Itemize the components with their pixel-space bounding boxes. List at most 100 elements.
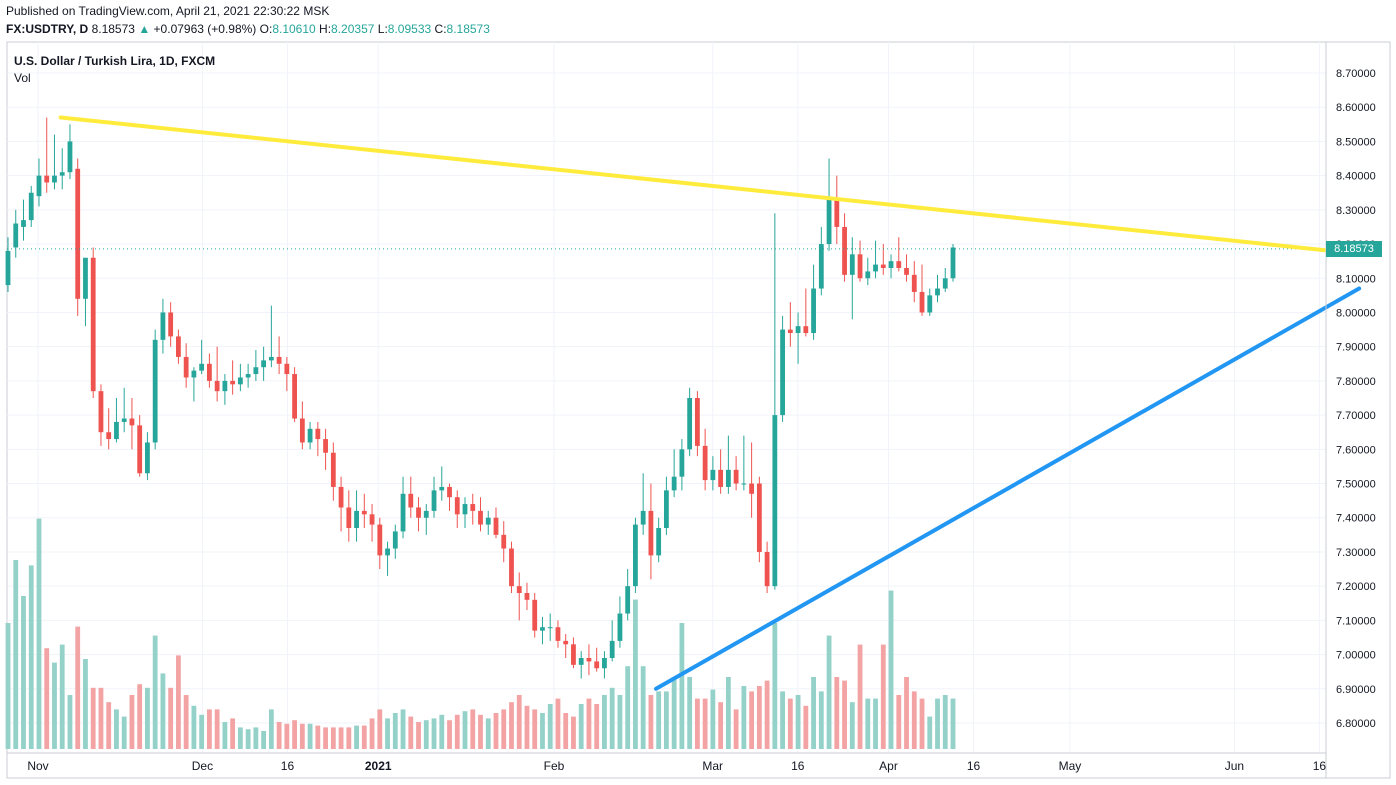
candle-body[interactable] [927, 295, 933, 313]
candle-body[interactable] [44, 175, 50, 183]
candle-body[interactable] [447, 486, 452, 498]
candle-body[interactable] [857, 254, 863, 279]
candle-body[interactable] [880, 264, 886, 268]
candle-body[interactable] [59, 172, 65, 176]
candle-body[interactable] [307, 428, 313, 443]
candle-body[interactable] [904, 268, 909, 275]
candle-body[interactable] [834, 199, 840, 227]
candle-body[interactable] [199, 363, 205, 371]
candle-body[interactable] [90, 257, 96, 392]
candle-body[interactable] [826, 199, 832, 245]
candle-body[interactable] [439, 486, 445, 491]
candle-body[interactable] [547, 627, 553, 629]
candle-body[interactable] [710, 469, 716, 481]
candle-body[interactable] [687, 398, 693, 450]
candle-body[interactable] [346, 507, 352, 528]
candle-body[interactable] [261, 360, 267, 368]
candle-body[interactable] [454, 497, 460, 515]
candle-body[interactable] [292, 374, 297, 419]
candle-body[interactable] [571, 644, 576, 665]
candle-body[interactable] [330, 452, 336, 487]
candle-body[interactable] [493, 517, 499, 535]
candle-body[interactable] [818, 244, 824, 289]
candle-body[interactable] [919, 291, 925, 313]
candle-body[interactable] [617, 613, 623, 641]
candle-body[interactable] [299, 418, 305, 443]
candle-body[interactable] [377, 524, 383, 556]
candle-body[interactable] [741, 483, 747, 485]
candle-body[interactable] [849, 254, 855, 275]
candle-body[interactable] [555, 627, 561, 641]
candle-body[interactable] [524, 593, 530, 600]
candle-body[interactable] [423, 510, 429, 518]
candle-body[interactable] [516, 586, 522, 593]
candle-body[interactable] [237, 377, 243, 385]
candle-body[interactable] [431, 490, 437, 511]
candle-body[interactable] [222, 380, 228, 392]
candle-body[interactable] [609, 640, 615, 658]
candle-body[interactable] [733, 469, 739, 484]
candle-body[interactable] [13, 223, 19, 248]
candle-body[interactable] [315, 428, 321, 440]
candle-body[interactable] [911, 274, 917, 292]
candle-body[interactable] [811, 288, 816, 333]
candle-body[interactable] [501, 534, 507, 549]
candle-body[interactable] [369, 514, 375, 525]
candle-body[interactable] [462, 504, 468, 515]
candle-body[interactable] [470, 504, 476, 511]
candle-body[interactable] [640, 510, 646, 525]
candle-body[interactable] [230, 380, 236, 385]
candle-body[interactable] [671, 476, 677, 491]
candle-body[interactable] [75, 168, 81, 299]
resistance-trendline[interactable] [58, 115, 1333, 253]
candle-body[interactable] [416, 507, 421, 518]
candle-body[interactable] [602, 658, 607, 669]
candle-body[interactable] [52, 175, 57, 183]
candle-body[interactable] [36, 175, 42, 197]
candle-body[interactable] [160, 312, 166, 340]
candle-body[interactable] [865, 271, 871, 279]
candle-body[interactable] [478, 510, 483, 525]
candle-body[interactable] [245, 374, 251, 378]
candle-body[interactable] [67, 141, 73, 173]
candle-body[interactable] [725, 469, 731, 487]
candle-body[interactable] [83, 257, 88, 299]
candle-body[interactable] [392, 531, 398, 549]
candle-body[interactable] [214, 380, 220, 392]
candle-body[interactable] [284, 363, 290, 375]
candle-body[interactable] [121, 418, 127, 422]
candlesticks[interactable] [5, 117, 956, 679]
candle-body[interactable] [361, 510, 367, 515]
candle-body[interactable] [787, 329, 793, 333]
candle-body[interactable] [485, 517, 491, 525]
candle-body[interactable] [98, 391, 104, 433]
candle-body[interactable] [206, 363, 212, 381]
candle-body[interactable] [664, 490, 669, 528]
candle-body[interactable] [509, 548, 514, 587]
candle-body[interactable] [176, 336, 181, 357]
candle-body[interactable] [268, 356, 274, 361]
candle-body[interactable] [694, 398, 700, 446]
candle-body[interactable] [594, 661, 600, 669]
candle-body[interactable] [679, 449, 685, 477]
candle-body[interactable] [129, 418, 135, 426]
candle-body[interactable] [408, 493, 414, 508]
candle-body[interactable] [718, 469, 724, 487]
candle-body[interactable] [114, 421, 119, 440]
candle-body[interactable] [338, 486, 344, 508]
candle-body[interactable] [656, 528, 662, 556]
candle-body[interactable] [942, 278, 948, 289]
candle-body[interactable] [323, 439, 328, 453]
candle-body[interactable] [21, 220, 26, 227]
candle-body[interactable] [803, 326, 809, 333]
candle-body[interactable] [780, 329, 785, 416]
candle-body[interactable] [5, 250, 11, 286]
candle-body[interactable] [137, 425, 143, 474]
candle-body[interactable] [191, 370, 197, 378]
time-axis[interactable]: Nov Dec 16 2021 Feb Mar 16 Apr 16 May Jun 16 [27, 759, 1326, 773]
candle-body[interactable] [795, 326, 801, 333]
candle-body[interactable] [183, 356, 189, 378]
candle-body[interactable] [540, 627, 545, 631]
trendlines[interactable] [58, 115, 1362, 691]
